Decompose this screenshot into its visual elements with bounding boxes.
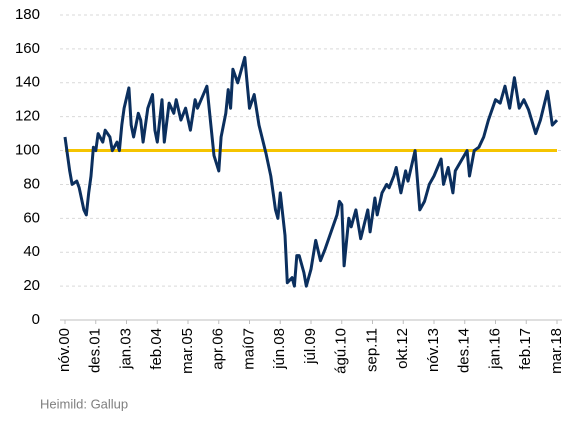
x-tick-label: jan.16: [486, 328, 503, 370]
y-tick-label: 40: [23, 243, 40, 260]
x-tick-label: okt.12: [394, 328, 411, 369]
y-tick-label: 180: [15, 6, 40, 23]
x-tick-label: des.01: [87, 328, 104, 373]
x-tick-label: júl.09: [302, 328, 319, 365]
x-tick-label: feb.17: [517, 328, 534, 370]
y-tick-label: 60: [23, 209, 40, 226]
x-tick-label: nóv.13: [425, 328, 442, 372]
x-tick-label: jan.03: [117, 328, 134, 370]
data-line: [63, 55, 559, 288]
x-tick-label: ágú.10: [333, 328, 350, 374]
x-tick-label: mar.05: [179, 328, 196, 374]
x-tick-label: des.14: [456, 328, 473, 373]
x-tick-label: feb.04: [148, 328, 165, 370]
source: Heimild: Gallup: [40, 396, 128, 411]
y-tick-label: 0: [32, 311, 40, 328]
x-tick-label: apr.06: [210, 328, 227, 370]
x-tick-label: sep.11: [363, 328, 380, 372]
y-tick-label: 120: [15, 108, 40, 125]
x-tick-label: jún.08: [271, 328, 288, 370]
y-tick-label: 100: [15, 142, 40, 159]
x-tick-label: mar.18: [548, 328, 565, 374]
y-tick-label: 80: [23, 175, 40, 192]
x-tick-label: maí07: [240, 328, 257, 370]
y-tick-label: 160: [15, 40, 40, 57]
x-tick-label: nóv.00: [56, 328, 73, 372]
y-tick-label: 140: [15, 74, 40, 91]
y-tick-label: 20: [23, 277, 40, 294]
